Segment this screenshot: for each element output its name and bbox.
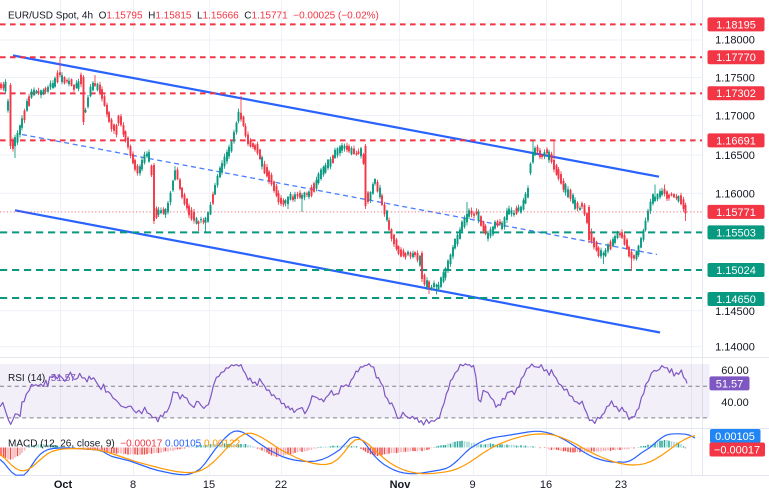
svg-text:1.17000: 1.17000 — [715, 111, 755, 123]
svg-text:1.17500: 1.17500 — [715, 73, 755, 85]
svg-text:1.14000: 1.14000 — [715, 342, 755, 354]
svg-text:1.14500: 1.14500 — [715, 306, 755, 318]
svg-text:22: 22 — [275, 479, 287, 491]
svg-text:60.00: 60.00 — [721, 365, 749, 377]
svg-text:8: 8 — [130, 479, 136, 491]
svg-text:−0.00017: −0.00017 — [714, 445, 760, 457]
svg-text:40.00: 40.00 — [721, 397, 749, 409]
svg-text:1.15771: 1.15771 — [716, 207, 756, 219]
svg-text:MACD (12, 26, close, 9) −0.00: MACD (12, 26, close, 9) −0.00017 0.00105… — [8, 438, 241, 449]
svg-text:1.17770: 1.17770 — [716, 52, 756, 64]
svg-text:1.18195: 1.18195 — [716, 19, 756, 31]
svg-text:Nov: Nov — [390, 479, 412, 491]
svg-text:1.15024: 1.15024 — [716, 265, 756, 277]
svg-text:1.17302: 1.17302 — [716, 88, 756, 100]
svg-text:1.14650: 1.14650 — [716, 294, 756, 306]
svg-text:23: 23 — [615, 479, 627, 491]
svg-text:1.16691: 1.16691 — [716, 135, 756, 147]
svg-text:0.00105: 0.00105 — [715, 431, 755, 443]
svg-text:RSI (14) 51.57: RSI (14) 51.57 — [8, 373, 76, 384]
svg-text:EUR/USD Spot, 4h O1.15795 H1: EUR/USD Spot, 4h O1.15795 H1.15815 L1.15… — [8, 11, 379, 22]
svg-text:Oct: Oct — [54, 479, 73, 491]
svg-text:1.15503: 1.15503 — [716, 227, 756, 239]
svg-text:1.16500: 1.16500 — [715, 150, 755, 162]
svg-text:51.57: 51.57 — [716, 378, 744, 390]
svg-text:1.16000: 1.16000 — [715, 188, 755, 200]
svg-text:16: 16 — [540, 479, 552, 491]
svg-text:15: 15 — [203, 479, 215, 491]
svg-text:1.18000: 1.18000 — [715, 35, 755, 47]
svg-text:9: 9 — [470, 479, 476, 491]
